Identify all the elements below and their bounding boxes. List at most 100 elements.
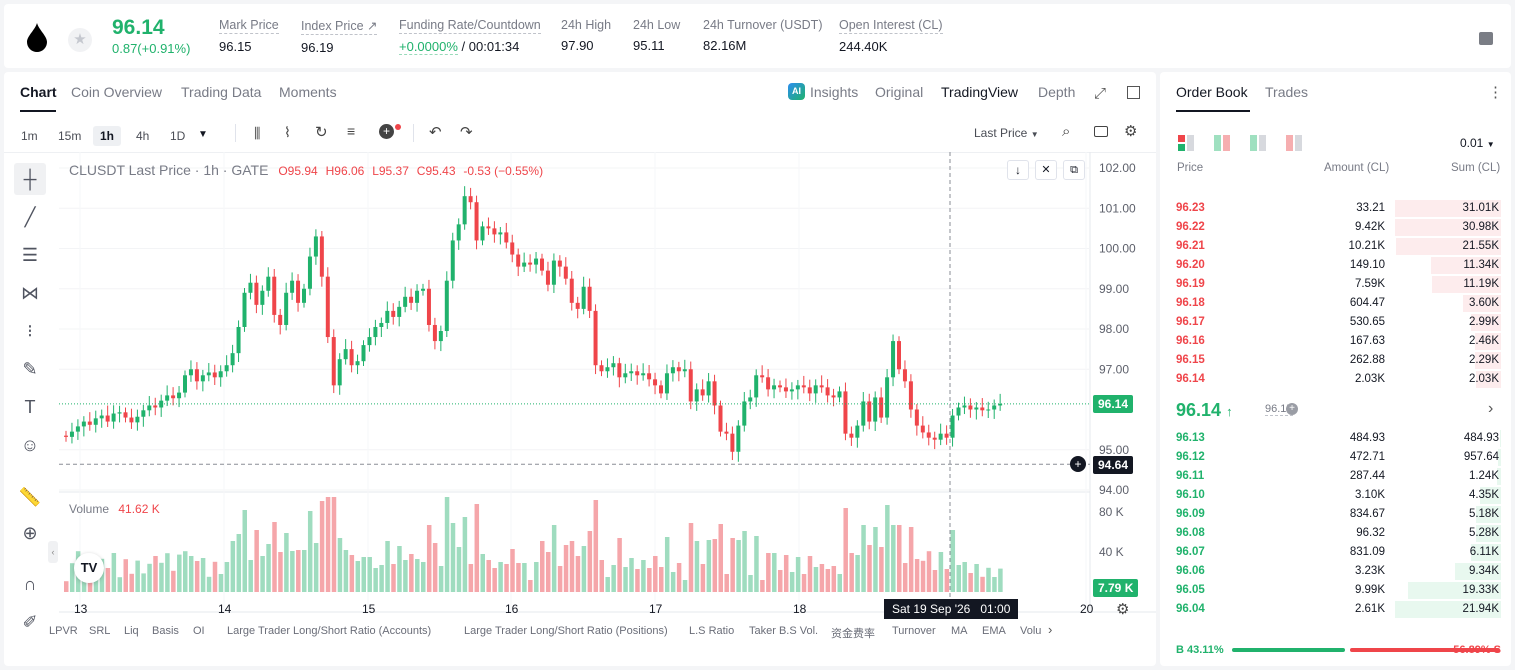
trendline-tool-icon[interactable]: ╱	[24, 206, 36, 227]
indicator-tab-turnover[interactable]: Turnover	[892, 625, 936, 637]
indicator-tab-basis[interactable]: Basis	[152, 625, 179, 637]
asks-row[interactable]: 96.23 33.21 31.01K	[1176, 199, 1501, 218]
fib-tool-icon[interactable]: ⁝	[27, 320, 33, 341]
asks-row[interactable]: 96.20 149.10 11.34K	[1176, 256, 1501, 275]
candle-body	[772, 385, 777, 390]
stat-funding-rate[interactable]: Funding Rate/Countdown +0.0000% / 00:01:…	[399, 18, 541, 55]
stat-mark-price[interactable]: Mark Price 96.15	[219, 18, 279, 54]
ruler-tool-icon[interactable]: 📏	[18, 486, 42, 507]
settings-gear-icon[interactable]: ⚙	[1124, 123, 1138, 140]
redo-icon[interactable]: ↷	[460, 124, 473, 141]
collapse-toolbar-icon[interactable]: ‹	[48, 541, 58, 563]
bids-row[interactable]: 96.10 3.10K 4.35K	[1176, 486, 1501, 505]
indicator-tab-taker-vol[interactable]: Taker B.S Vol.	[749, 625, 819, 637]
more-menu-icon[interactable]: ⋮	[1488, 84, 1503, 101]
indicator-tab-oi[interactable]: OI	[193, 625, 205, 637]
asks-row[interactable]: 96.21 10.21K 21.55K	[1176, 237, 1501, 256]
asks-row[interactable]: 96.19 7.59K 11.19K	[1176, 275, 1501, 294]
view-original[interactable]: Original	[875, 84, 924, 100]
view-tradingview[interactable]: TradingView	[941, 84, 1019, 100]
bids-row[interactable]: 96.09 834.67 5.18K	[1176, 505, 1501, 524]
timeframe-15m[interactable]: 15m	[58, 129, 82, 143]
zoom-in-tool-icon[interactable]: ⊕	[22, 522, 38, 543]
magnet-tool-icon[interactable]: ∩	[23, 573, 37, 594]
stat-open-interest[interactable]: Open Interest (CL) 244.40K	[839, 18, 943, 54]
search-icon[interactable]: ⌕	[1062, 123, 1071, 140]
indicator-tab-volume[interactable]: Volu	[1020, 625, 1042, 637]
view-depth[interactable]: Depth	[1038, 84, 1076, 100]
undo-icon[interactable]: ↶	[429, 124, 442, 141]
view-both-icon[interactable]	[1178, 135, 1194, 151]
compare-icon[interactable]: ↻	[315, 124, 328, 141]
bids-row[interactable]: 96.04 2.61K 21.94K	[1176, 600, 1501, 619]
templates-icon[interactable]: ≡	[347, 123, 356, 139]
indicator-tab-lt-positions[interactable]: Large Trader Long/Short Ratio (Positions…	[464, 625, 668, 637]
view-insights[interactable]: Insights	[810, 84, 859, 100]
volume-bar	[403, 560, 408, 592]
tab-moments[interactable]: Moments	[279, 84, 337, 100]
mark-price-info-icon[interactable]: +	[1286, 403, 1298, 415]
asks-row[interactable]: 96.15 262.88 2.29K	[1176, 351, 1501, 370]
candle-body	[254, 282, 259, 305]
tab-order-book[interactable]: Order Book	[1176, 84, 1248, 100]
asks-row[interactable]: 96.17 530.65 2.99K	[1176, 313, 1501, 332]
view-bids-icon[interactable]	[1250, 135, 1266, 151]
parallel-lines-tool-icon[interactable]: ☰	[21, 244, 39, 265]
maximize-pane-icon[interactable]: ⧉	[1063, 160, 1085, 180]
bids-row[interactable]: 96.07 831.09 6.11K	[1176, 543, 1501, 562]
timeframe-4h[interactable]: 4h	[136, 129, 150, 143]
asks-row[interactable]: 96.14 2.03K 2.03K	[1176, 370, 1501, 389]
tab-trading-data[interactable]: Trading Data	[181, 84, 262, 100]
stat-index-price[interactable]: Index Price ↗ 96.19	[301, 19, 378, 55]
chart-settings-icon[interactable]: ⚙	[1116, 601, 1130, 618]
bids-row[interactable]: 96.06 3.23K 9.34K	[1176, 562, 1501, 581]
indicator-tab-ls-ratio[interactable]: L.S Ratio	[689, 625, 735, 637]
add-alert-icon[interactable]: +	[379, 124, 394, 139]
indicator-tab-ma[interactable]: MA	[951, 625, 968, 637]
camera-icon[interactable]	[1094, 126, 1108, 137]
window-icon[interactable]	[1127, 86, 1140, 99]
timeframe-1d[interactable]: 1D	[170, 129, 186, 143]
tab-chart[interactable]: Chart	[20, 84, 57, 100]
tab-coin-overview[interactable]: Coin Overview	[71, 84, 163, 100]
collapse-pane-icon[interactable]: ✕	[1035, 160, 1057, 180]
timeframe-1h[interactable]: 1h	[93, 126, 122, 146]
bids-row[interactable]: 96.12 472.71 957.64	[1176, 448, 1501, 467]
indicator-tab-funding[interactable]: 资金费率	[831, 628, 875, 640]
tradingview-logo[interactable]: TV	[74, 553, 104, 583]
bids-row[interactable]: 96.11 287.44 1.24K	[1176, 467, 1501, 486]
candle-type-icon[interactable]: ⫼	[254, 125, 261, 141]
expand-icon[interactable]: ⤢	[1094, 85, 1107, 102]
indicators-icon[interactable]: ⌇	[284, 124, 291, 140]
brush-tool-icon[interactable]: ✎	[22, 358, 38, 379]
asks-row[interactable]: 96.18 604.47 3.60K	[1176, 294, 1501, 313]
bids-row[interactable]: 96.05 9.99K 19.33K	[1176, 581, 1501, 600]
view-asks-icon[interactable]	[1286, 135, 1302, 151]
asks-row[interactable]: 96.16 167.63 2.46K	[1176, 332, 1501, 351]
indicator-tab-ema[interactable]: EMA	[982, 625, 1006, 637]
indicator-tab-lpvr[interactable]: LPVR	[49, 625, 78, 637]
indicator-tab-srl[interactable]: SRL	[89, 625, 111, 637]
text-tool-icon[interactable]: T	[24, 396, 36, 417]
tab-trades[interactable]: Trades	[1265, 84, 1309, 100]
price-type-select[interactable]: Last Price ▼	[974, 126, 1039, 140]
bids-row[interactable]: 96.08 96.32 5.28K	[1176, 524, 1501, 543]
asks-row[interactable]: 96.22 9.42K 30.98K	[1176, 218, 1501, 237]
emoji-tool-icon[interactable]: ☺	[20, 434, 40, 455]
favorite-star-icon[interactable]: ★	[68, 28, 92, 52]
timeframe-dropdown-icon[interactable]: ▼	[198, 129, 208, 140]
indicator-tab-liq[interactable]: Liq	[124, 625, 139, 637]
ob-detail-chevron-icon[interactable]: ›	[1488, 400, 1494, 417]
timeframe-1m[interactable]: 1m	[21, 129, 38, 143]
pattern-tool-icon[interactable]: ⋈	[21, 282, 39, 303]
crosshair-tool-icon[interactable]: ┼	[14, 163, 46, 195]
scroll-right-icon[interactable]: ›	[1048, 622, 1053, 637]
add-order-icon[interactable]: +	[1070, 456, 1086, 472]
book-icon[interactable]	[1479, 32, 1493, 45]
indicator-tab-lt-accounts[interactable]: Large Trader Long/Short Ratio (Accounts)	[227, 625, 432, 637]
lock-tool-icon[interactable]: ✐	[22, 611, 38, 632]
bids-row[interactable]: 96.13 484.93 484.93	[1176, 429, 1501, 448]
scroll-down-icon[interactable]: ↓	[1007, 160, 1029, 180]
view-split-icon[interactable]	[1214, 135, 1230, 151]
precision-select[interactable]: 0.01 ▼	[1460, 136, 1495, 150]
